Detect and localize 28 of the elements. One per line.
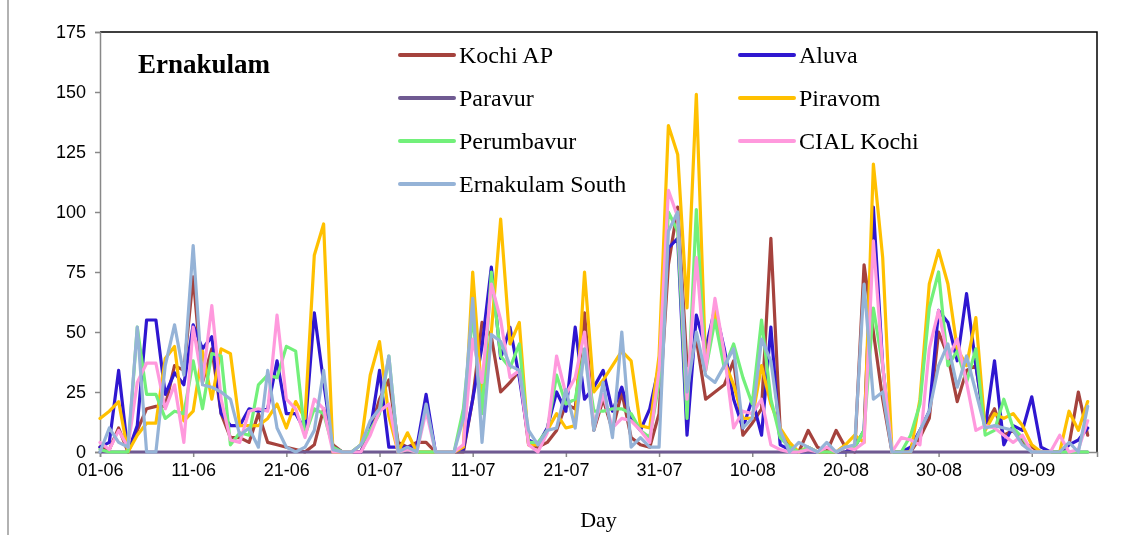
- x-tick-label: 21-06: [263, 460, 310, 481]
- y-tick-label: 100: [55, 202, 86, 223]
- y-tick-label: 175: [55, 22, 86, 43]
- x-axis-title: Day: [580, 507, 617, 532]
- legend-label: Piravom: [799, 85, 881, 111]
- x-tick-label: 31-07: [636, 460, 683, 481]
- legend-label: Aluva: [799, 42, 858, 68]
- x-tick-label: 09-09: [1009, 460, 1056, 481]
- legend-label: CIAL Kochi: [799, 128, 920, 154]
- legend-label: Paravur: [459, 85, 534, 111]
- x-tick-label: 11-07: [450, 460, 496, 481]
- y-tick-label: 50: [65, 322, 86, 343]
- x-tick-label: 21-07: [543, 460, 590, 481]
- text: Ernakulam: [138, 49, 271, 79]
- x-tick-label: 20-08: [822, 460, 869, 481]
- x-tick-label: 11-06: [171, 460, 217, 481]
- legend-label: Kochi AP: [459, 42, 554, 68]
- y-tick-label: 25: [65, 382, 86, 403]
- x-tick-label: 01-06: [77, 460, 124, 481]
- y-tick-label: 150: [55, 82, 86, 103]
- y-tick-label: 125: [55, 142, 86, 163]
- legend-label: Perumbavur: [459, 128, 577, 154]
- x-tick-label: 01-07: [357, 460, 404, 481]
- y-tick-label: 75: [65, 262, 86, 283]
- x-tick-label: 10-08: [729, 460, 776, 481]
- y-tick-label: 0: [75, 442, 86, 463]
- x-tick-label: 30-08: [916, 460, 963, 481]
- legend-label: Ernakulam South: [459, 171, 627, 197]
